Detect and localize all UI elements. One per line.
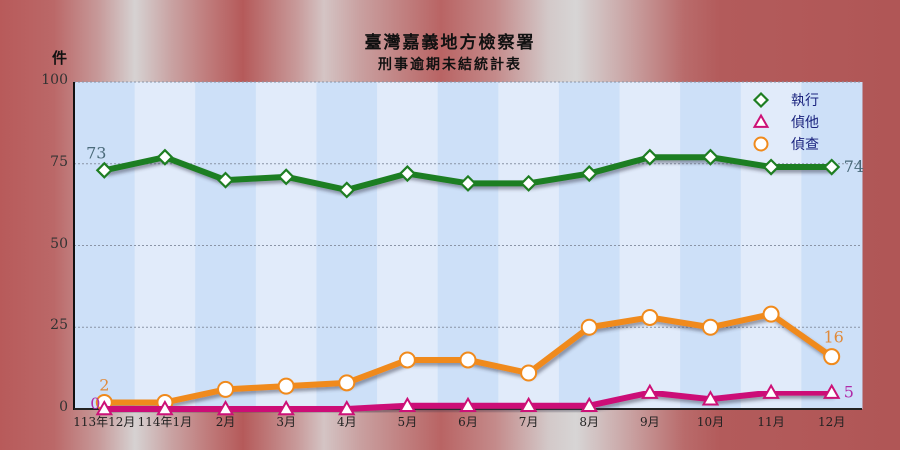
x-tick-label: 11月 bbox=[757, 415, 785, 429]
circle-marker-icon bbox=[277, 377, 295, 395]
diamond-marker-icon bbox=[216, 171, 235, 189]
triangle-marker-icon bbox=[95, 399, 114, 416]
circle-marker-icon bbox=[701, 318, 719, 336]
data-labels: 73 74 0 5 2 16 bbox=[86, 143, 864, 413]
circle-marker-icon bbox=[398, 351, 416, 369]
x-tick-label: 114年1月 bbox=[137, 415, 193, 429]
legend-label: 偵查 bbox=[791, 137, 819, 153]
x-tick-label: 8月 bbox=[579, 415, 600, 429]
data-label: 16 bbox=[824, 328, 844, 347]
diamond-marker-icon bbox=[580, 165, 598, 183]
x-tick-label: 9月 bbox=[640, 415, 660, 429]
x-tick-label: 3月 bbox=[276, 415, 296, 429]
data-label: 5 bbox=[844, 383, 854, 402]
diamond-marker-icon bbox=[823, 158, 841, 176]
x-tick-label: 5月 bbox=[397, 415, 418, 429]
triangle-marker-icon bbox=[338, 399, 356, 416]
x-tick-label: 12月 bbox=[818, 415, 846, 429]
data-label: 74 bbox=[844, 157, 864, 176]
legend-label: 執行 bbox=[791, 93, 819, 109]
data-label: 73 bbox=[86, 143, 106, 162]
x-tick-label: 4月 bbox=[336, 415, 357, 429]
triangle-marker-icon bbox=[216, 399, 235, 416]
circle-marker-icon bbox=[823, 348, 841, 366]
legend-label: 偵他 bbox=[791, 115, 819, 131]
diamond-marker-icon bbox=[398, 165, 416, 183]
y-tick-label: 0 bbox=[59, 399, 68, 415]
diamond-marker-icon bbox=[338, 181, 356, 199]
circle-marker-icon bbox=[217, 380, 235, 398]
circle-marker-icon bbox=[338, 374, 356, 392]
series-lines bbox=[95, 148, 841, 416]
y-tick-label: 25 bbox=[50, 317, 68, 334]
triangle-marker-icon bbox=[701, 390, 720, 406]
plot-band bbox=[134, 82, 196, 409]
triangle-marker-icon bbox=[156, 399, 174, 416]
circle-marker-icon bbox=[580, 318, 598, 336]
triangle-marker-icon bbox=[398, 396, 417, 412]
data-label: 2 bbox=[99, 375, 109, 394]
diamond-marker-icon bbox=[95, 161, 113, 179]
circle-marker-icon bbox=[459, 351, 477, 369]
x-tick-label: 2月 bbox=[215, 415, 236, 429]
diamond-marker-icon bbox=[459, 174, 477, 192]
triangle-marker-icon bbox=[459, 396, 477, 412]
triangle-marker-icon bbox=[519, 396, 538, 412]
diamond-marker-icon bbox=[701, 148, 720, 166]
triangle-marker-icon bbox=[580, 396, 598, 412]
x-tick-label: 7月 bbox=[518, 415, 539, 429]
series-circle bbox=[95, 305, 841, 411]
chart-subtitle: 刑事逾期未結統計表 bbox=[378, 57, 522, 73]
chart-title: 臺灣嘉義地方檢察署 bbox=[364, 33, 536, 53]
triangle-marker-icon bbox=[277, 399, 295, 416]
circle-marker-icon bbox=[753, 136, 769, 152]
triangle-marker-icon bbox=[762, 383, 780, 399]
triangle-marker-icon bbox=[822, 383, 841, 399]
data-label: 0 bbox=[90, 394, 100, 413]
x-tick-label: 10月 bbox=[696, 415, 725, 429]
legend bbox=[743, 91, 780, 152]
diamond-marker-icon bbox=[156, 148, 174, 166]
diamond-marker-icon bbox=[762, 158, 780, 176]
plot-band bbox=[74, 82, 136, 409]
diamond-marker-icon bbox=[752, 91, 770, 109]
x-tick-label: 113年12月 bbox=[73, 415, 136, 429]
y-tick-label: 75 bbox=[50, 153, 68, 170]
chart-title-block: 臺灣嘉義地方檢察署 刑事逾期未結統計表 bbox=[0, 28, 900, 74]
y-tick-label: 50 bbox=[50, 235, 68, 252]
circle-marker-icon bbox=[641, 308, 659, 326]
x-tick-label: 6月 bbox=[458, 415, 478, 429]
series-triangle bbox=[95, 383, 841, 416]
diamond-marker-icon bbox=[641, 148, 659, 166]
triangle-marker-icon bbox=[641, 383, 659, 399]
circle-marker-icon bbox=[762, 305, 780, 323]
diamond-marker-icon bbox=[277, 168, 295, 186]
gridlines bbox=[74, 81, 862, 328]
y-tick-label: 100 bbox=[41, 72, 68, 88]
plot-band bbox=[558, 82, 621, 409]
circle-marker-icon bbox=[520, 364, 538, 382]
triangle-marker-icon bbox=[752, 113, 770, 128]
diamond-marker-icon bbox=[520, 174, 538, 192]
series-diamond bbox=[95, 148, 841, 199]
y-axis-unit-label: 件 bbox=[52, 49, 68, 67]
